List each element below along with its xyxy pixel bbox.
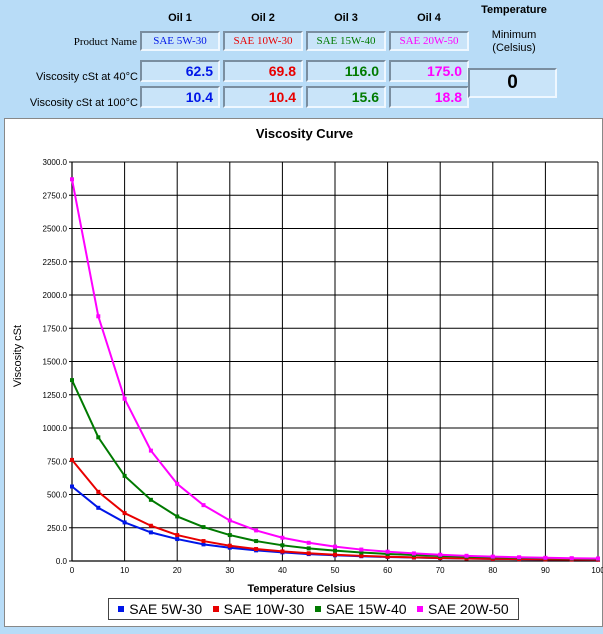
legend-item-sae-5w-30: SAE 5W-30: [118, 601, 202, 617]
legend-label: SAE 10W-30: [223, 601, 305, 617]
oil4-v40-field[interactable]: 175.0: [389, 60, 469, 82]
oil1-v40-field[interactable]: 62.5: [140, 60, 220, 82]
chart-panel: Viscosity Curve: [4, 118, 603, 627]
legend-item-sae-15w-40: SAE 15W-40: [314, 601, 407, 617]
legend-swatch: [417, 606, 424, 612]
product-name-label: Product Name: [73, 36, 137, 48]
oil1-header: Oil 1: [168, 12, 192, 24]
oil2-v40-field[interactable]: 69.8: [223, 60, 303, 82]
legend-item-sae-20w-50: SAE 20W-50: [417, 601, 509, 617]
y-axis-label: Viscosity cSt: [12, 324, 24, 388]
viscosity-100-label: Viscosity cSt at 100°C: [29, 97, 138, 109]
legend-label: SAE 20W-50: [428, 601, 509, 617]
chart-legend: SAE 5W-30 SAE 10W-30 SAE 15W-40 SAE 20W-…: [108, 598, 519, 620]
oil1-name-field[interactable]: SAE 5W-30: [140, 31, 220, 51]
oil3-name-field[interactable]: SAE 15W-40: [306, 31, 386, 51]
min-temperature-field[interactable]: 0: [468, 68, 557, 98]
oil3-v40-field[interactable]: 116.0: [306, 60, 386, 82]
oil2-v100-field[interactable]: 10.4: [223, 86, 303, 108]
legend-swatch: [314, 606, 321, 612]
minimum-label-2: (Celsius): [492, 42, 536, 54]
minimum-label-1: Minimum: [491, 29, 537, 41]
oil4-v100-field[interactable]: 18.8: [389, 86, 469, 108]
legend-swatch: [118, 606, 125, 612]
temperature-title: Temperature: [481, 4, 547, 16]
legend-label: SAE 15W-40: [325, 601, 407, 617]
oil1-v100-field[interactable]: 10.4: [140, 86, 220, 108]
oil3-v100-field[interactable]: 15.6: [306, 86, 386, 108]
chart-title: Viscosity Curve: [255, 126, 354, 141]
viscosity-40-label: Viscosity cSt at 40°C: [35, 71, 138, 83]
oil2-name-field[interactable]: SAE 10W-30: [223, 31, 303, 51]
legend-item-sae-10w-30: SAE 10W-30: [212, 601, 305, 617]
oil4-name-field[interactable]: SAE 20W-50: [389, 31, 469, 51]
legend-swatch: [212, 606, 219, 612]
x-axis-label: Temperature Celsius: [247, 583, 356, 595]
oil4-header: Oil 4: [417, 12, 441, 24]
oil3-header: Oil 3: [334, 12, 358, 24]
legend-label: SAE 5W-30: [129, 601, 203, 617]
oil2-header: Oil 2: [251, 12, 275, 24]
